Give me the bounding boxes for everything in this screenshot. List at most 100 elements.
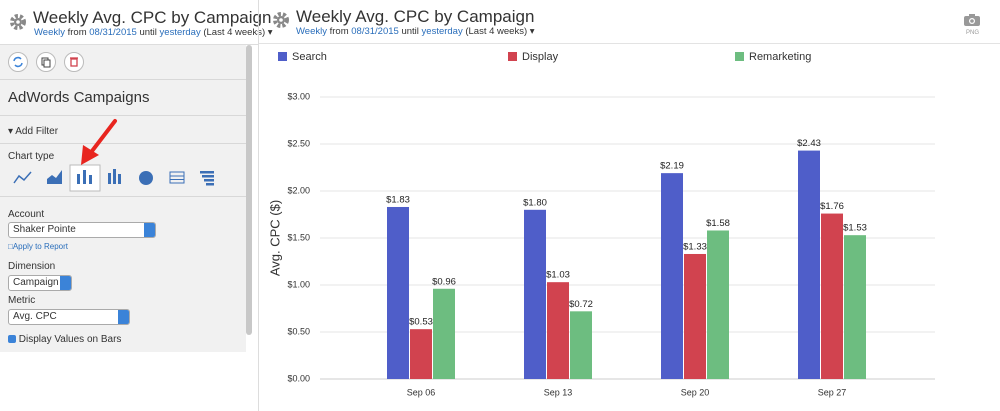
legend-swatch [508, 52, 517, 61]
apply-link[interactable]: □Apply to Report [8, 242, 68, 251]
action-buttons [8, 52, 84, 72]
dimension-select[interactable]: Campaign [8, 275, 72, 291]
y-tick-label: $0.00 [287, 373, 310, 383]
delete-button[interactable] [64, 52, 84, 72]
value-label: $0.96 [432, 276, 456, 287]
value-label: $1.58 [706, 218, 730, 229]
divider [0, 44, 258, 45]
value-label: $1.76 [820, 201, 844, 212]
bar [547, 282, 569, 379]
value-label: $2.43 [797, 138, 821, 149]
value-label: $1.33 [683, 241, 707, 252]
y-tick-label: $2.00 [287, 185, 310, 195]
add-filter[interactable]: ▾ Add Filter [8, 126, 59, 137]
scrollbar[interactable] [246, 45, 252, 335]
until: until [401, 26, 419, 37]
metric-select[interactable]: Avg. CPC [8, 309, 130, 325]
divider [0, 143, 246, 144]
divider [0, 115, 246, 116]
chart-type-icons [13, 164, 214, 192]
caret[interactable]: ▾ [267, 27, 273, 38]
y-tick-label: $1.00 [287, 279, 310, 289]
stacked-column-type[interactable] [108, 169, 121, 184]
chart-type-label: Chart type [8, 151, 55, 162]
legend-label: Search [292, 51, 327, 63]
account-select[interactable]: Shaker Pointe [8, 222, 156, 238]
chart-header-subtitle[interactable]: Weekly from 08/31/2015 until yesterday (… [296, 26, 535, 37]
y-tick-label: $2.50 [287, 138, 310, 148]
range: (Last 4 weeks) [465, 26, 528, 37]
checkbox[interactable] [8, 335, 16, 343]
period[interactable]: Weekly [34, 27, 65, 38]
sidebar-subtitle[interactable]: Weekly from 08/31/2015 until yesterday (… [34, 27, 273, 38]
metric-value: Avg. CPC [13, 311, 57, 322]
bar [798, 150, 820, 379]
refresh-button[interactable] [8, 52, 28, 72]
y-axis-label: Avg. CPC ($) [267, 200, 282, 276]
chart: $0.00 $0.50 $1.00 $1.50 $2.00 $2.50 $3.00 Avg. … [267, 51, 935, 397]
caret[interactable]: ▾ [529, 26, 535, 37]
select-arrow [144, 223, 155, 237]
apply-text[interactable]: Apply to Report [12, 242, 68, 251]
bar [844, 235, 866, 379]
bar [387, 206, 409, 379]
bar-chart-type[interactable] [200, 171, 214, 186]
end-date[interactable]: yesterday [421, 26, 463, 37]
sidebar-panel [0, 45, 246, 352]
bar [524, 209, 546, 379]
area-chart-type[interactable] [47, 170, 62, 184]
red-arrow [81, 119, 117, 165]
start-date[interactable]: 08/31/2015 [351, 26, 399, 37]
from: from [67, 27, 87, 38]
camera-icon[interactable] [963, 13, 981, 27]
display-values-text[interactable]: Display Values on Bars [18, 334, 122, 345]
y-tick-label: $3.00 [287, 91, 310, 101]
section-title: AdWords Campaigns [8, 89, 150, 106]
gear-icon[interactable] [271, 10, 291, 30]
display-values[interactable]: Display Values on Bars [8, 334, 121, 345]
bar [707, 230, 729, 379]
pie-chart-type[interactable] [139, 171, 153, 185]
period[interactable]: Weekly [296, 26, 327, 37]
column-chart-type[interactable] [69, 164, 101, 192]
value-label: $0.72 [569, 299, 593, 310]
value-label: $1.03 [546, 270, 570, 281]
bar [661, 173, 683, 379]
copy-button[interactable] [36, 52, 56, 72]
metric-label: Metric [8, 295, 36, 306]
legend-label: Display [522, 51, 559, 63]
table-type[interactable] [169, 171, 185, 184]
legend-swatch [278, 52, 287, 61]
sidebar: Weekly Avg. CPC by Campaign Weekly from … [0, 0, 273, 411]
select-arrow [60, 276, 71, 290]
bar [684, 253, 706, 379]
end-date[interactable]: yesterday [159, 27, 201, 38]
y-tick-label: $1.50 [287, 232, 310, 242]
bar [433, 288, 455, 379]
sidebar-title: Weekly Avg. CPC by Campaign [33, 8, 272, 27]
value-label: $2.19 [660, 161, 684, 172]
divider [259, 43, 1000, 44]
gear-icon[interactable] [8, 12, 28, 32]
x-tick-label: Sep 13 [544, 387, 573, 397]
start-date[interactable]: 08/31/2015 [89, 27, 137, 38]
line-chart-type[interactable] [13, 171, 32, 184]
dimension-label: Dimension [8, 261, 56, 272]
value-label: $1.80 [523, 197, 547, 208]
add-filter-text[interactable]: Add Filter [15, 126, 59, 137]
value-label: $1.53 [843, 223, 867, 234]
value-label: $1.83 [386, 194, 410, 205]
bar [410, 329, 432, 379]
account-label: Account [8, 209, 45, 220]
panel-divider [258, 0, 259, 411]
bar [570, 311, 592, 379]
divider [0, 79, 246, 80]
from: from [329, 26, 349, 37]
chart-header-title: Weekly Avg. CPC by Campaign [296, 7, 535, 26]
divider [0, 196, 246, 197]
select-arrow [118, 310, 129, 324]
x-tick-label: Sep 06 [407, 387, 436, 397]
export-label[interactable]: PNG [966, 30, 980, 36]
y-tick-label: $0.50 [287, 326, 310, 336]
